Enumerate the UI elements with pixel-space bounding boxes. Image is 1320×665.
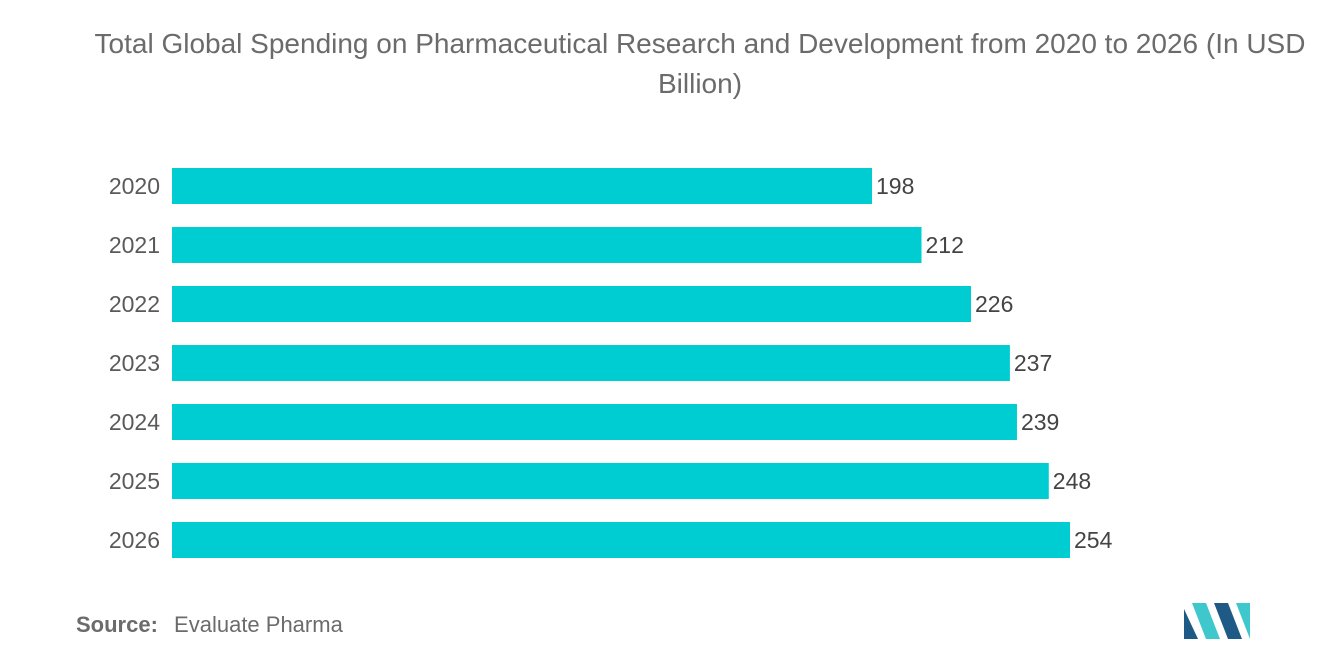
bar-2025 [172,463,1049,499]
bar-2021 [172,227,922,263]
chart-title: Total Global Spending on Pharmaceutical … [94,28,1306,99]
data-label-2024: 239 [1021,409,1059,435]
data-label-2021: 212 [926,232,964,258]
data-label-2020: 198 [876,173,914,199]
bar-2024 [172,404,1017,440]
category-label-2022: 2022 [109,291,160,317]
data-label-2022: 226 [975,291,1013,317]
data-label-2026: 254 [1074,527,1113,553]
data-label-2023: 237 [1014,350,1052,376]
category-label-2023: 2023 [109,350,160,376]
category-label-2026: 2026 [109,527,160,553]
category-label-2025: 2025 [109,468,160,494]
category-label-2020: 2020 [109,173,160,199]
bar-2023 [172,345,1010,381]
bar-2026 [172,522,1070,558]
source-label: Source: [76,612,158,637]
mordor-intelligence-logo-icon [1184,603,1250,639]
bar-2022 [172,286,972,322]
category-label-2021: 2021 [109,232,160,258]
source-note: Source: Evaluate Pharma [76,612,343,638]
category-label-2024: 2024 [109,409,160,435]
bar-2020 [172,168,873,204]
data-label-2025: 248 [1053,468,1091,494]
source-text: Evaluate Pharma [174,612,343,637]
bars-group: 2020 198 2021 212 2022 226 2023 237 2024 239 2025 2… [109,168,1113,558]
